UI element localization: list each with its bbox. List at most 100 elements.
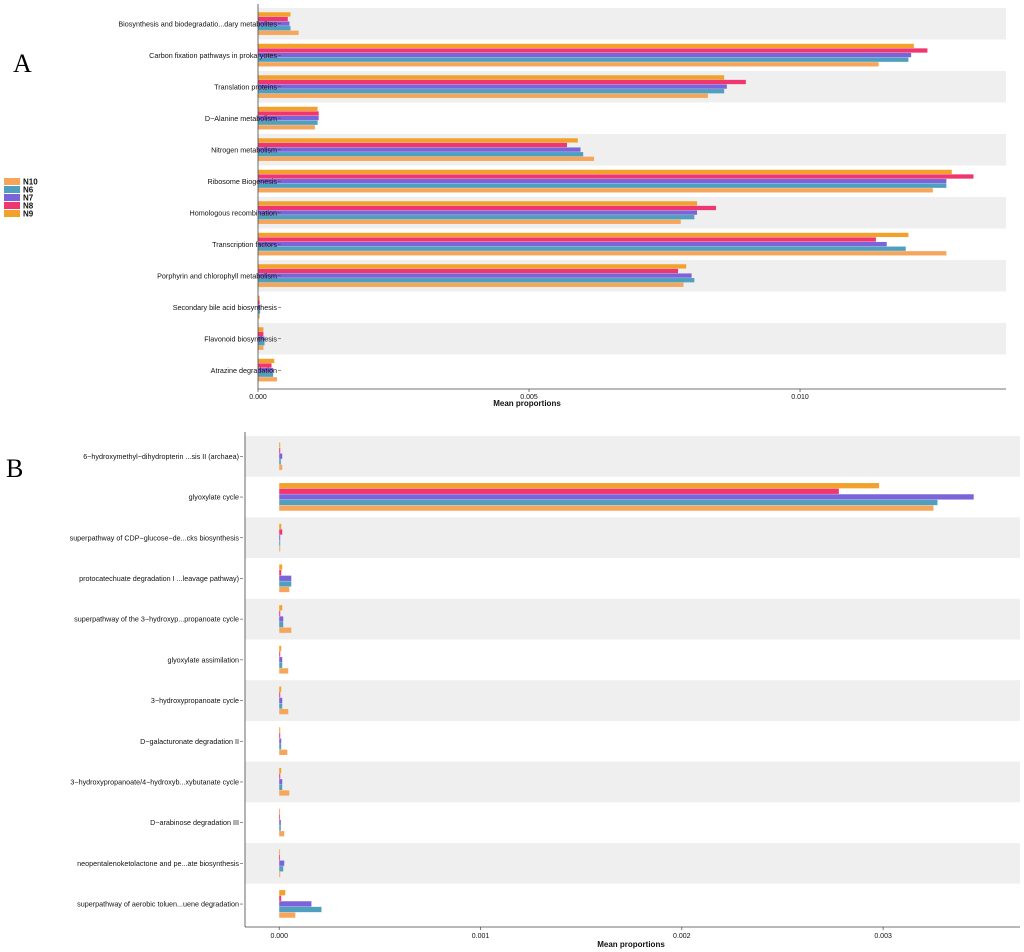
panel-a: A Biosynthesis and biodegradatio...dary … (13, 4, 1006, 408)
bar-n6 (279, 825, 281, 831)
legend-label-n10: N10 (23, 177, 38, 186)
bar-n8 (279, 570, 282, 576)
legend-swatch-n6 (4, 186, 20, 193)
bar-n9 (258, 232, 909, 238)
bar-n8 (279, 814, 281, 820)
bar-n7 (279, 575, 292, 581)
legend-label-n7: N7 (23, 193, 34, 202)
bar-n7 (279, 616, 284, 622)
bar-n6 (258, 341, 265, 346)
category-label: glyoxylate cycle (189, 493, 239, 502)
legend-label-n9: N9 (23, 209, 34, 218)
x-tick-label: 0.003 (874, 933, 892, 940)
bar-n6 (258, 120, 318, 125)
bar-n9 (279, 645, 282, 652)
bar-n9 (258, 264, 687, 269)
bar-n9 (258, 358, 275, 364)
bar-n10 (258, 345, 264, 350)
bar-n6 (258, 183, 947, 188)
bar-n7 (258, 147, 581, 152)
bar-n7 (258, 241, 887, 247)
bar-n9 (279, 564, 283, 570)
bar-n10 (258, 251, 947, 256)
legend-label-n6: N6 (23, 185, 34, 194)
bar-n7 (279, 697, 283, 704)
bar-n6 (279, 784, 283, 791)
bar-n9 (258, 43, 914, 49)
bar-n6 (258, 246, 906, 251)
bar-n7 (279, 860, 285, 866)
bar-n7 (279, 738, 282, 744)
bar-n6 (279, 459, 281, 465)
legend-swatch-n7 (4, 194, 20, 201)
bar-n9 (279, 727, 281, 733)
bar-n9 (258, 169, 952, 175)
category-label: Ribosome Biogenesis (207, 177, 277, 186)
bar-n10 (279, 871, 281, 878)
panel-b-x-axis: 0.000 0.001 0.002 0.003 (244, 432, 1020, 940)
bar-n6 (258, 372, 274, 377)
bar-n6 (258, 278, 695, 283)
bar-n8 (279, 732, 281, 739)
bar-n10 (279, 708, 289, 715)
bar-n10 (279, 546, 281, 552)
bar-n6 (279, 662, 283, 668)
bar-n10 (258, 156, 595, 161)
category-label: 3−hydroxypropanoate cycle (151, 696, 239, 705)
bar-n6 (279, 703, 283, 709)
bar-n10 (258, 219, 681, 224)
bar-n8 (258, 300, 260, 305)
background-band (258, 323, 1006, 355)
bar-n6 (279, 744, 282, 750)
bar-n7 (258, 273, 692, 278)
bar-n7 (258, 210, 698, 215)
bar-n9 (279, 767, 282, 774)
bar-n10 (279, 749, 288, 755)
bar-n8 (258, 142, 567, 148)
bar-n9 (258, 12, 291, 17)
bar-n10 (279, 586, 290, 593)
bar-n8 (279, 529, 283, 535)
bar-n7 (258, 304, 261, 310)
bar-n8 (258, 79, 746, 85)
bar-n6 (258, 26, 291, 31)
bar-n8 (258, 16, 288, 22)
category-label: Flavonoid biosynthesis (204, 334, 277, 343)
bar-n10 (258, 282, 684, 287)
category-label: superpathway of the 3−hydroxyp...propano… (74, 615, 239, 624)
panel-a-x-axis: 0.000 0.005 0.010 (249, 4, 1006, 401)
category-label: superpathway of aerobic toluen...uene de… (77, 900, 239, 909)
x-tick-label: 0.010 (791, 394, 809, 401)
bar-n9 (279, 483, 880, 489)
bar-n8 (279, 854, 281, 861)
bar-n7 (279, 657, 283, 663)
bar-n7 (279, 534, 281, 541)
bar-n7 (258, 178, 947, 184)
category-label: Biosynthesis and biodegradatio...dary me… (118, 19, 277, 28)
background-band (245, 436, 1020, 477)
category-label: glyoxylate assimilation (167, 655, 239, 664)
category-label: Homologous recombination (190, 208, 278, 217)
bar-n7 (258, 52, 912, 58)
bar-n9 (279, 442, 281, 448)
bar-n10 (258, 30, 299, 35)
x-tick-label: 0.000 (270, 933, 288, 940)
bar-n6 (279, 906, 322, 913)
panel-a-letter: A (13, 49, 32, 78)
legend-label-n8: N8 (23, 201, 34, 210)
panel-b-bands (245, 436, 1020, 884)
bar-n8 (279, 447, 281, 454)
bar-n9 (279, 890, 286, 896)
category-label: 6−hydroxymethyl−dihydropterin ...sis II … (83, 452, 239, 461)
bar-n7 (279, 901, 312, 907)
bar-n8 (279, 692, 281, 698)
bar-n8 (258, 111, 319, 116)
bar-n8 (258, 331, 264, 337)
bar-n6 (279, 540, 281, 546)
bar-n6 (279, 581, 292, 587)
bar-n10 (258, 62, 879, 67)
bar-n9 (258, 201, 698, 206)
panel-b: B 6−hydroxymethyl−dihydropterin ...sis I… (6, 432, 1020, 949)
bar-n7 (258, 115, 319, 121)
